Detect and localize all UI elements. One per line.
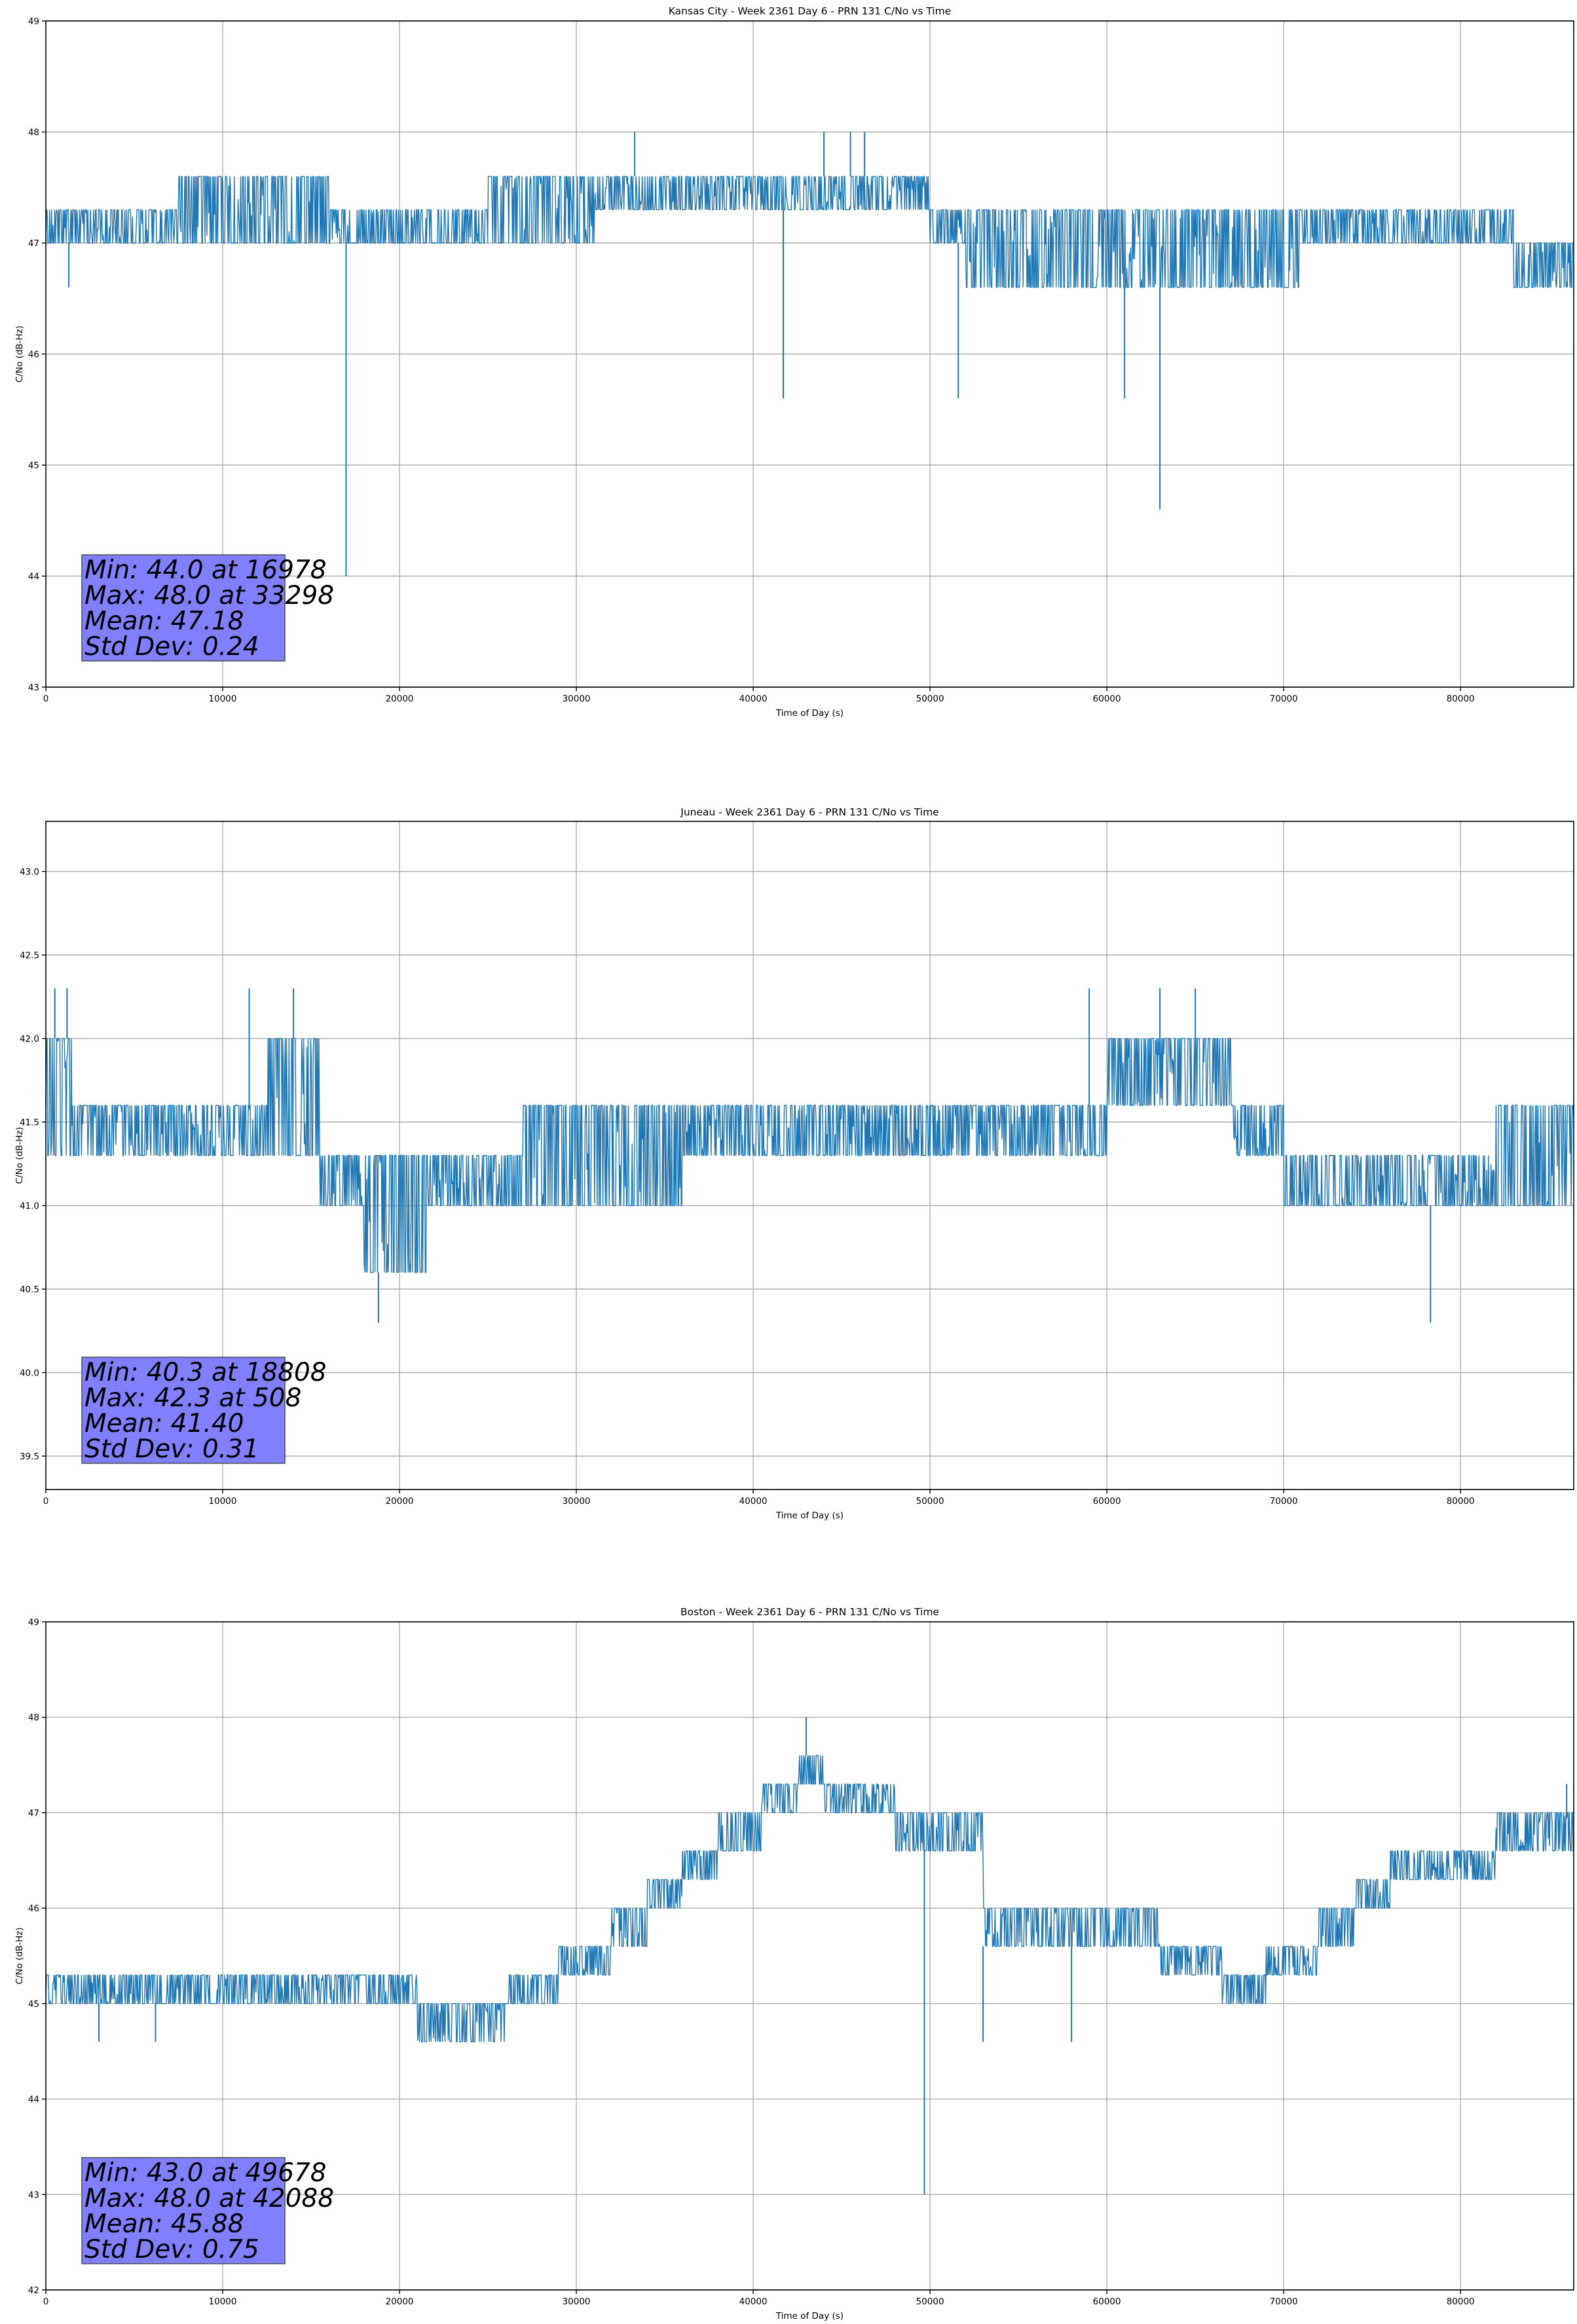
y-tick-label: 49 [28, 16, 39, 27]
y-tick-label: 45 [28, 460, 39, 471]
x-axis-label: Time of Day (s) [775, 1510, 844, 1521]
y-tick-label: 39.5 [20, 1452, 39, 1462]
stats-box [81, 554, 286, 662]
y-tick-label: 41.5 [20, 1117, 39, 1128]
y-tick-label: 46 [28, 350, 39, 360]
x-tick-label: 10000 [209, 1496, 237, 1507]
chart-title: Kansas City - Week 2361 Day 6 - PRN 131 … [669, 5, 952, 17]
y-tick-label: 44 [28, 572, 39, 582]
stats-line: Mean: 45.88 [84, 2209, 244, 2239]
y-tick-label: 49 [28, 1617, 39, 1628]
y-tick-label: 47 [28, 1808, 39, 1818]
y-tick-label: 46 [28, 1903, 39, 1914]
x-tick-label: 40000 [739, 2296, 768, 2307]
x-tick-label: 60000 [1093, 1496, 1121, 1507]
stats-line: Std Dev: 0.75 [84, 2235, 259, 2264]
stats-line: Max: 48.0 at 42088 [84, 2184, 334, 2213]
x-tick-label: 30000 [563, 2296, 591, 2307]
stats-line: Max: 48.0 at 33298 [84, 581, 334, 610]
y-tick-label: 44 [28, 2095, 39, 2105]
x-tick-label: 60000 [1093, 2296, 1121, 2307]
y-tick-label: 41.0 [20, 1201, 39, 1212]
stats-box [81, 2157, 286, 2264]
y-axis-label: C/No (dB-Hz) [14, 326, 25, 383]
x-tick-label: 70000 [1270, 694, 1298, 704]
chart-title: Boston - Week 2361 Day 6 - PRN 131 C/No … [680, 1606, 939, 1618]
x-tick-label: 50000 [916, 2296, 944, 2307]
x-tick-label: 50000 [916, 694, 944, 704]
stats-box [81, 1357, 286, 1464]
stats-line: Min: 44.0 at 16978 [84, 555, 327, 585]
x-tick-label: 20000 [386, 2296, 414, 2307]
x-tick-label: 0 [43, 1496, 49, 1507]
chart-2: 0 10000 20000 30000 40000 50000 60000 70000 8000… [14, 806, 1574, 1521]
y-tick-label: 42 [28, 2285, 39, 2296]
x-tick-label: 30000 [563, 1496, 591, 1507]
x-axis-label: Time of Day (s) [775, 2311, 844, 2321]
series-line [45, 176, 1574, 288]
y-tick-label: 40.0 [20, 1368, 39, 1379]
series-line [45, 1755, 1574, 2043]
y-axis-label: C/No (dB-Hz) [14, 1927, 25, 1984]
chart-3: 0 10000 20000 30000 40000 50000 60000 70000 8000… [14, 1606, 1574, 2321]
x-tick-label: 0 [43, 694, 49, 704]
series-line [45, 1038, 1574, 1274]
x-tick-label: 80000 [1447, 1496, 1475, 1507]
y-tick-label: 43.0 [20, 867, 39, 878]
y-tick-label: 47 [28, 238, 39, 249]
x-tick-label: 50000 [916, 1496, 944, 1507]
y-tick-label: 43 [28, 2190, 39, 2200]
chart-1: 0 10000 20000 30000 40000 50000 60000 70000 8000… [14, 5, 1574, 719]
stats-line: Mean: 47.18 [84, 607, 244, 636]
x-tick-label: 40000 [739, 1496, 768, 1507]
y-axis-label: C/No (dB-Hz) [14, 1127, 25, 1184]
stats-line: Mean: 41.40 [84, 1409, 244, 1438]
stats-line: Min: 40.3 at 18808 [84, 1358, 327, 1387]
x-tick-label: 70000 [1270, 2296, 1298, 2307]
chart-title: Juneau - Week 2361 Day 6 - PRN 131 C/No … [680, 806, 938, 818]
stats-line: Min: 43.0 at 49678 [84, 2158, 327, 2188]
axes-frame [45, 1621, 1574, 2291]
x-axis-label: Time of Day (s) [775, 708, 844, 719]
y-tick-label: 48 [28, 128, 39, 138]
x-tick-label: 80000 [1447, 2296, 1475, 2307]
stats-line: Max: 42.3 at 508 [84, 1383, 301, 1413]
x-tick-label: 70000 [1270, 1496, 1298, 1507]
y-tick-label: 43 [28, 683, 39, 693]
y-tick-label: 45 [28, 1999, 39, 2010]
x-tick-label: 10000 [209, 2296, 237, 2307]
x-tick-label: 20000 [386, 694, 414, 704]
x-tick-label: 30000 [563, 694, 591, 704]
stats-line: Std Dev: 0.31 [84, 1434, 259, 1464]
x-tick-label: 10000 [209, 694, 237, 704]
x-tick-label: 80000 [1447, 694, 1475, 704]
x-tick-label: 0 [43, 2296, 49, 2307]
stats-line: Std Dev: 0.24 [84, 632, 259, 662]
y-tick-label: 48 [28, 1713, 39, 1723]
x-tick-label: 40000 [739, 694, 768, 704]
y-tick-label: 40.5 [20, 1284, 39, 1295]
x-tick-label: 20000 [386, 1496, 414, 1507]
x-tick-label: 60000 [1093, 694, 1121, 704]
y-tick-label: 42.5 [20, 950, 39, 961]
axes-frame [45, 821, 1574, 1490]
y-tick-label: 42.0 [20, 1034, 39, 1045]
